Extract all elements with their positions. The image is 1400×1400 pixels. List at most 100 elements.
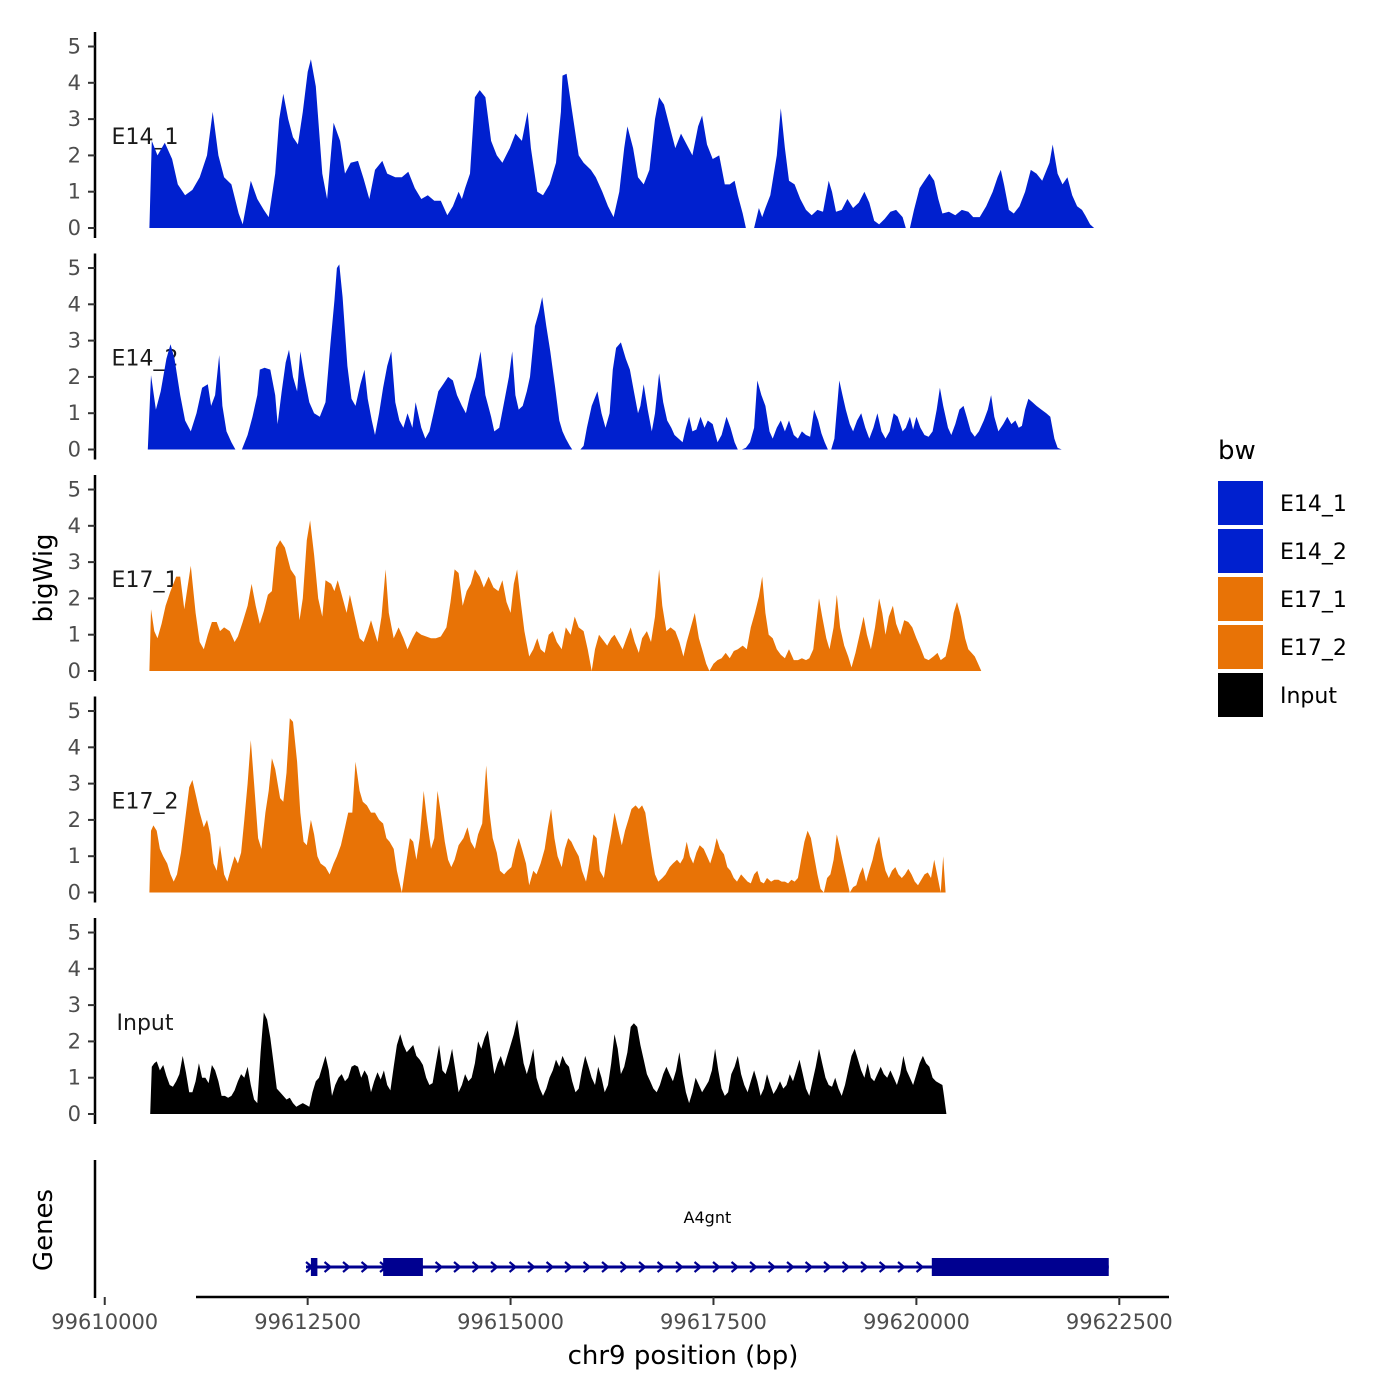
legend-swatch xyxy=(1218,529,1263,573)
y-tick-label: 4 xyxy=(68,292,81,316)
track-input: 0 1 2 3 4 5 Input xyxy=(68,918,947,1126)
strand-arrow xyxy=(767,1261,777,1273)
strand-arrow xyxy=(323,1261,333,1273)
strand-arrow xyxy=(804,1261,814,1273)
track-label: Input xyxy=(117,1011,174,1036)
x-tick-label: 99622500 xyxy=(1066,1310,1173,1334)
y-tick-label: 4 xyxy=(68,957,81,981)
coverage-area xyxy=(149,59,1095,229)
legend-entries: E14_1 E14_2 E17_1 E17_2 Input xyxy=(1218,481,1347,717)
y-tick-label: 3 xyxy=(68,107,81,131)
y-tick-label: 5 xyxy=(68,256,81,280)
y-tick-label: 2 xyxy=(68,365,81,389)
y-tick-label: 4 xyxy=(68,735,81,759)
legend-entry: E17_1 xyxy=(1218,577,1347,621)
x-axis-title: chr9 position (bp) xyxy=(568,1341,799,1371)
strand-arrow xyxy=(897,1261,906,1273)
y-tick-label: 0 xyxy=(68,881,81,905)
legend-label: E17_1 xyxy=(1280,588,1347,613)
strand-arrow xyxy=(471,1261,481,1273)
track-e14-1: 0 1 2 3 4 5 E14_1 xyxy=(68,32,1095,240)
strand-arrow xyxy=(638,1261,647,1273)
legend-entry: E14_2 xyxy=(1218,529,1347,573)
y-tick-label: 3 xyxy=(68,550,81,574)
y-tick-label: 2 xyxy=(68,1029,81,1053)
tracks-layer: 012345E14_1012345E14_2012345E17_1012345E… xyxy=(68,32,1095,1126)
strand-arrow xyxy=(619,1261,629,1273)
x-tick-label: 99612500 xyxy=(254,1310,361,1334)
strand-arrow xyxy=(915,1261,925,1273)
strand-arrow xyxy=(860,1261,869,1273)
strand-arrow xyxy=(823,1261,832,1273)
y-tick-label: 5 xyxy=(68,35,81,59)
x-tick-label: 99610000 xyxy=(51,1310,158,1334)
gene-track: A4gnt xyxy=(93,1160,1109,1298)
strand-arrow xyxy=(582,1261,592,1273)
coverage-area xyxy=(149,520,982,671)
strand-arrow xyxy=(545,1261,555,1273)
y-tick-label: 0 xyxy=(68,1102,81,1126)
x-tick-label: 99617500 xyxy=(660,1310,767,1334)
track-label: E14_1 xyxy=(112,125,179,150)
exon xyxy=(310,1258,318,1276)
legend-entry: E17_2 xyxy=(1218,625,1347,669)
coverage-area xyxy=(149,718,946,893)
legend-label: E14_1 xyxy=(1280,492,1347,517)
y-tick-label: 5 xyxy=(68,699,81,723)
y-tick-label: 2 xyxy=(68,586,81,610)
legend-label: E14_2 xyxy=(1280,540,1347,565)
strand-arrow xyxy=(508,1261,518,1273)
coverage-area xyxy=(147,264,1062,450)
y-tick-label: 2 xyxy=(68,808,81,832)
y-tick-label: 0 xyxy=(68,438,81,462)
y-tick-label: 0 xyxy=(68,216,81,240)
legend-label: Input xyxy=(1280,684,1337,709)
y-tick-label: 1 xyxy=(68,1066,81,1090)
y-tick-label: 1 xyxy=(68,623,81,647)
legend-swatch xyxy=(1218,481,1263,525)
legend: bw E14_1 E14_2 E17_1 E17_2 Input xyxy=(1218,436,1347,717)
legend-entry: Input xyxy=(1218,673,1337,717)
y-tick-label: 1 xyxy=(68,401,81,425)
x-tick-label: 99620000 xyxy=(863,1310,970,1334)
strand-arrow xyxy=(564,1261,573,1273)
y-tick-label: 2 xyxy=(68,143,81,167)
legend-swatch xyxy=(1218,577,1263,621)
track-label: E17_2 xyxy=(112,790,179,815)
strand-arrow xyxy=(601,1261,610,1273)
y-tick-label: 3 xyxy=(68,993,81,1017)
y-axis-title: bigWig xyxy=(29,533,59,622)
legend-entry: E14_1 xyxy=(1218,481,1347,525)
y-tick-label: 1 xyxy=(68,180,81,204)
strand-arrow xyxy=(675,1261,684,1273)
y-tick-label: 0 xyxy=(68,659,81,683)
strand-arrow xyxy=(693,1261,703,1273)
exon xyxy=(383,1258,423,1276)
strand-arrow xyxy=(712,1261,721,1273)
gene-label: A4gnt xyxy=(684,1208,732,1227)
coverage-area xyxy=(150,1012,947,1114)
y-tick-label: 4 xyxy=(68,71,81,95)
x-tick-label: 99615000 xyxy=(457,1310,564,1334)
strand-arrow xyxy=(656,1261,666,1273)
strand-arrow xyxy=(878,1261,888,1273)
y-tick-label: 3 xyxy=(68,329,81,353)
track-label: E17_1 xyxy=(112,568,179,593)
strand-arrow xyxy=(434,1261,444,1273)
x-axis: 99610000 99612500 99615000 99617500 99620000… xyxy=(51,1295,1173,1334)
y-tick-label: 4 xyxy=(68,514,81,538)
legend-swatch xyxy=(1218,673,1263,717)
strand-arrow xyxy=(730,1261,740,1273)
strand-arrow xyxy=(786,1261,795,1273)
legend-title: bw xyxy=(1218,436,1256,466)
legend-swatch xyxy=(1218,625,1263,669)
strand-arrow xyxy=(749,1261,758,1273)
exon xyxy=(931,1258,1109,1276)
strand-arrow xyxy=(527,1261,536,1273)
y-tick-label: 5 xyxy=(68,921,81,945)
track-e17-2: 0 1 2 3 4 5 E17_2 xyxy=(68,696,946,905)
y-tick-label: 1 xyxy=(68,844,81,868)
y-tick-label: 3 xyxy=(68,772,81,796)
